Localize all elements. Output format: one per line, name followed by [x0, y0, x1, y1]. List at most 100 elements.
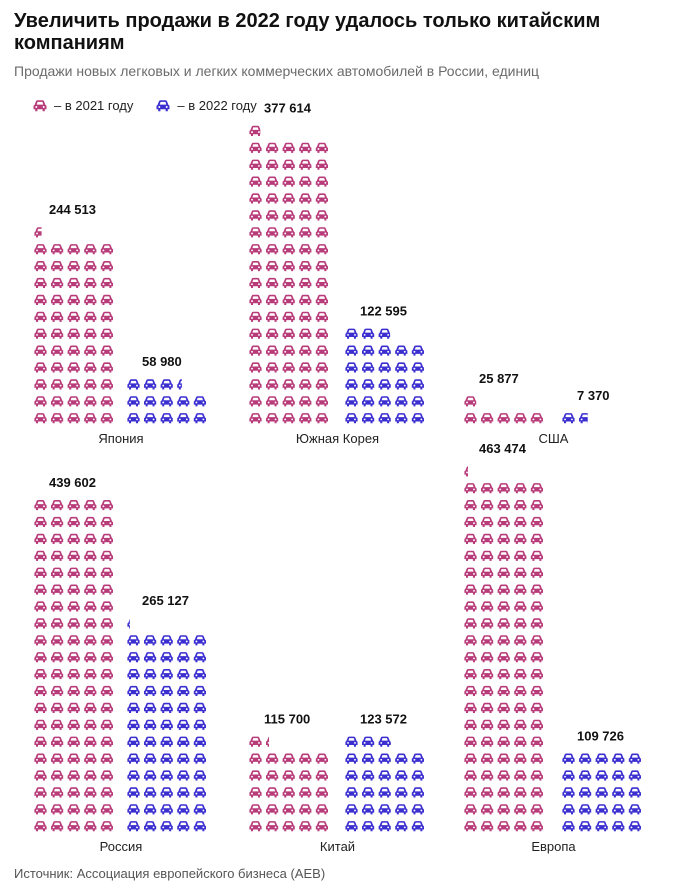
car-icon: [177, 413, 190, 424]
car-icon: [481, 584, 494, 595]
value-label-2021: 25 877: [479, 371, 519, 386]
car-icon: [282, 413, 295, 424]
car-icon: [497, 736, 510, 747]
car-icon: [315, 804, 328, 815]
car-icon: [51, 345, 64, 356]
car-icon: [497, 804, 510, 815]
car-icon: [177, 635, 190, 646]
car-icon: [160, 770, 173, 781]
car-icon: [497, 567, 510, 578]
car-icon: [84, 345, 97, 356]
car-icon: [299, 176, 312, 187]
bar-2021: [249, 125, 328, 424]
car-icon: [144, 719, 157, 730]
car-icon: [177, 379, 182, 390]
car-icon: [249, 125, 261, 136]
car-icon: [514, 669, 527, 680]
car-icon: [595, 770, 608, 781]
car-icon: [411, 770, 424, 781]
car-icon: [530, 516, 543, 528]
car-icon: [497, 601, 510, 612]
bar-2022: [127, 379, 206, 424]
car-icon: [345, 396, 358, 407]
car-icon: [67, 500, 80, 511]
car-icon: [378, 753, 391, 764]
car-icon: [84, 685, 97, 697]
car-icon: [282, 821, 295, 832]
car-icon: [345, 821, 358, 832]
car-icon: [249, 193, 262, 204]
car-icon: [34, 804, 47, 815]
car-icon: [464, 516, 477, 528]
car-icon: [160, 736, 173, 747]
car-icon: [395, 362, 408, 373]
car-icon: [514, 736, 527, 747]
car-icon: [100, 719, 113, 730]
car-icon: [67, 584, 80, 595]
car-icon: [84, 753, 97, 764]
car-icon: [51, 652, 64, 663]
car-icon: [481, 719, 494, 730]
car-icon: [395, 787, 408, 798]
car-icon: [156, 99, 170, 111]
car-icon: [67, 516, 80, 528]
car-icon: [282, 227, 295, 238]
car-icon: [315, 176, 328, 187]
car-icon: [530, 635, 543, 646]
car-icon: [464, 635, 477, 646]
car-icon: [299, 244, 312, 255]
car-icon: [362, 736, 375, 747]
car-icon: [299, 261, 312, 272]
car-icon: [34, 652, 47, 663]
car-icon: [395, 737, 407, 747]
car-icon: [67, 244, 80, 255]
car-icon: [378, 770, 391, 781]
car-icon: [497, 652, 510, 663]
car-icon: [51, 635, 64, 646]
car-icon: [628, 770, 641, 781]
car-icon: [315, 311, 328, 322]
car-icon: [34, 821, 47, 832]
car-icon: [249, 413, 262, 424]
car-icon: [378, 821, 391, 832]
car-icon: [530, 685, 543, 697]
car-icon: [497, 500, 510, 511]
car-icon: [481, 685, 494, 697]
car-icon: [67, 635, 80, 646]
car-icon: [51, 601, 64, 612]
car-icon: [266, 804, 279, 815]
car-icon: [497, 533, 510, 544]
car-icon: [411, 362, 424, 373]
car-icon: [266, 787, 279, 798]
car-icon: [378, 362, 391, 373]
car-icon: [266, 176, 279, 187]
car-icon: [249, 159, 262, 170]
car-icon: [84, 362, 97, 373]
car-icon: [144, 635, 157, 646]
car-icon: [266, 244, 279, 255]
car-icon: [84, 277, 97, 289]
car-icon: [282, 770, 295, 781]
car-icon: [51, 584, 64, 595]
car-icon: [282, 328, 295, 339]
car-icon: [127, 685, 140, 697]
car-icon: [530, 618, 543, 629]
car-icon: [464, 787, 477, 798]
car-icon: [299, 294, 312, 305]
car-icon: [100, 379, 113, 390]
car-icon: [514, 413, 527, 424]
car-icon: [193, 396, 206, 407]
car-icon: [100, 601, 113, 612]
car-icon: [579, 787, 592, 798]
car-icon: [84, 261, 97, 272]
car-icon: [67, 719, 80, 730]
car-icon: [100, 328, 113, 339]
car-icon: [282, 804, 295, 815]
car-icon: [249, 804, 262, 815]
value-label-2022: 265 127: [142, 593, 189, 608]
car-icon: [51, 550, 64, 561]
car-icon: [562, 753, 575, 764]
car-icon: [127, 736, 140, 747]
car-icon: [34, 379, 47, 390]
car-icon: [282, 311, 295, 322]
